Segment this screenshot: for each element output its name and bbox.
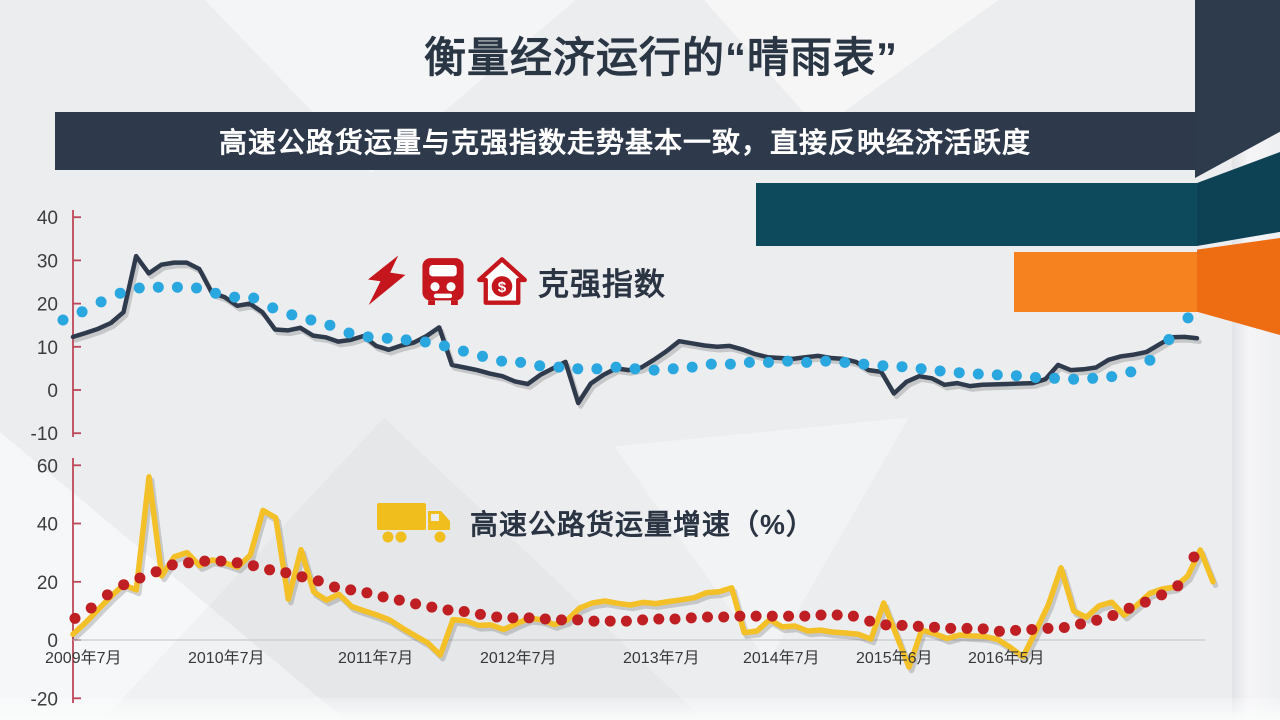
svg-text:2016年5月: 2016年5月 bbox=[968, 649, 1045, 667]
page-title: 衡量经济运行的“晴雨表” bbox=[423, 34, 898, 81]
svg-text:20: 20 bbox=[37, 573, 58, 594]
svg-text:2015年6月: 2015年6月 bbox=[856, 649, 933, 667]
svg-text:10: 10 bbox=[37, 338, 58, 359]
svg-text:0: 0 bbox=[47, 381, 58, 402]
svg-text:-10: -10 bbox=[31, 424, 58, 445]
svg-text:30: 30 bbox=[37, 251, 58, 272]
subtitle-banner: 高速公路货运量与克强指数走势基本一致，直接反映经济活跃度 bbox=[55, 112, 1195, 170]
svg-text:2009年7月: 2009年7月 bbox=[45, 649, 122, 667]
svg-text:2014年7月: 2014年7月 bbox=[743, 649, 820, 667]
svg-text:2011年7月: 2011年7月 bbox=[338, 649, 413, 667]
bottom-strip bbox=[0, 698, 1280, 720]
freight-legend-label: 高速公路货运量增速（%） bbox=[470, 509, 815, 540]
truck-icon bbox=[376, 499, 456, 547]
svg-text:20: 20 bbox=[37, 295, 58, 316]
train-icon bbox=[420, 257, 466, 305]
teal-band bbox=[756, 183, 1197, 246]
page-fold-edge bbox=[1232, 0, 1280, 720]
svg-text:0: 0 bbox=[47, 631, 58, 652]
svg-text:40: 40 bbox=[37, 515, 58, 536]
freight-legend: 高速公路货运量增速（%） bbox=[376, 496, 815, 550]
lightning-icon bbox=[368, 253, 410, 309]
keqiang-legend-label: 克强指数 bbox=[538, 266, 666, 302]
keqiang-legend: $ 克强指数 bbox=[368, 250, 666, 312]
svg-text:2013年7月: 2013年7月 bbox=[623, 649, 700, 667]
subtitle-text: 高速公路货运量与克强指数走势基本一致，直接反映经济活跃度 bbox=[218, 127, 1031, 158]
svg-text:40: 40 bbox=[37, 208, 58, 229]
svg-text:$: $ bbox=[498, 279, 507, 296]
svg-text:2010年7月: 2010年7月 bbox=[188, 649, 265, 667]
orange-band bbox=[1014, 252, 1197, 312]
house-dollar-icon: $ bbox=[476, 256, 528, 306]
svg-text:60: 60 bbox=[37, 456, 58, 477]
svg-text:2012年7月: 2012年7月 bbox=[480, 649, 557, 667]
